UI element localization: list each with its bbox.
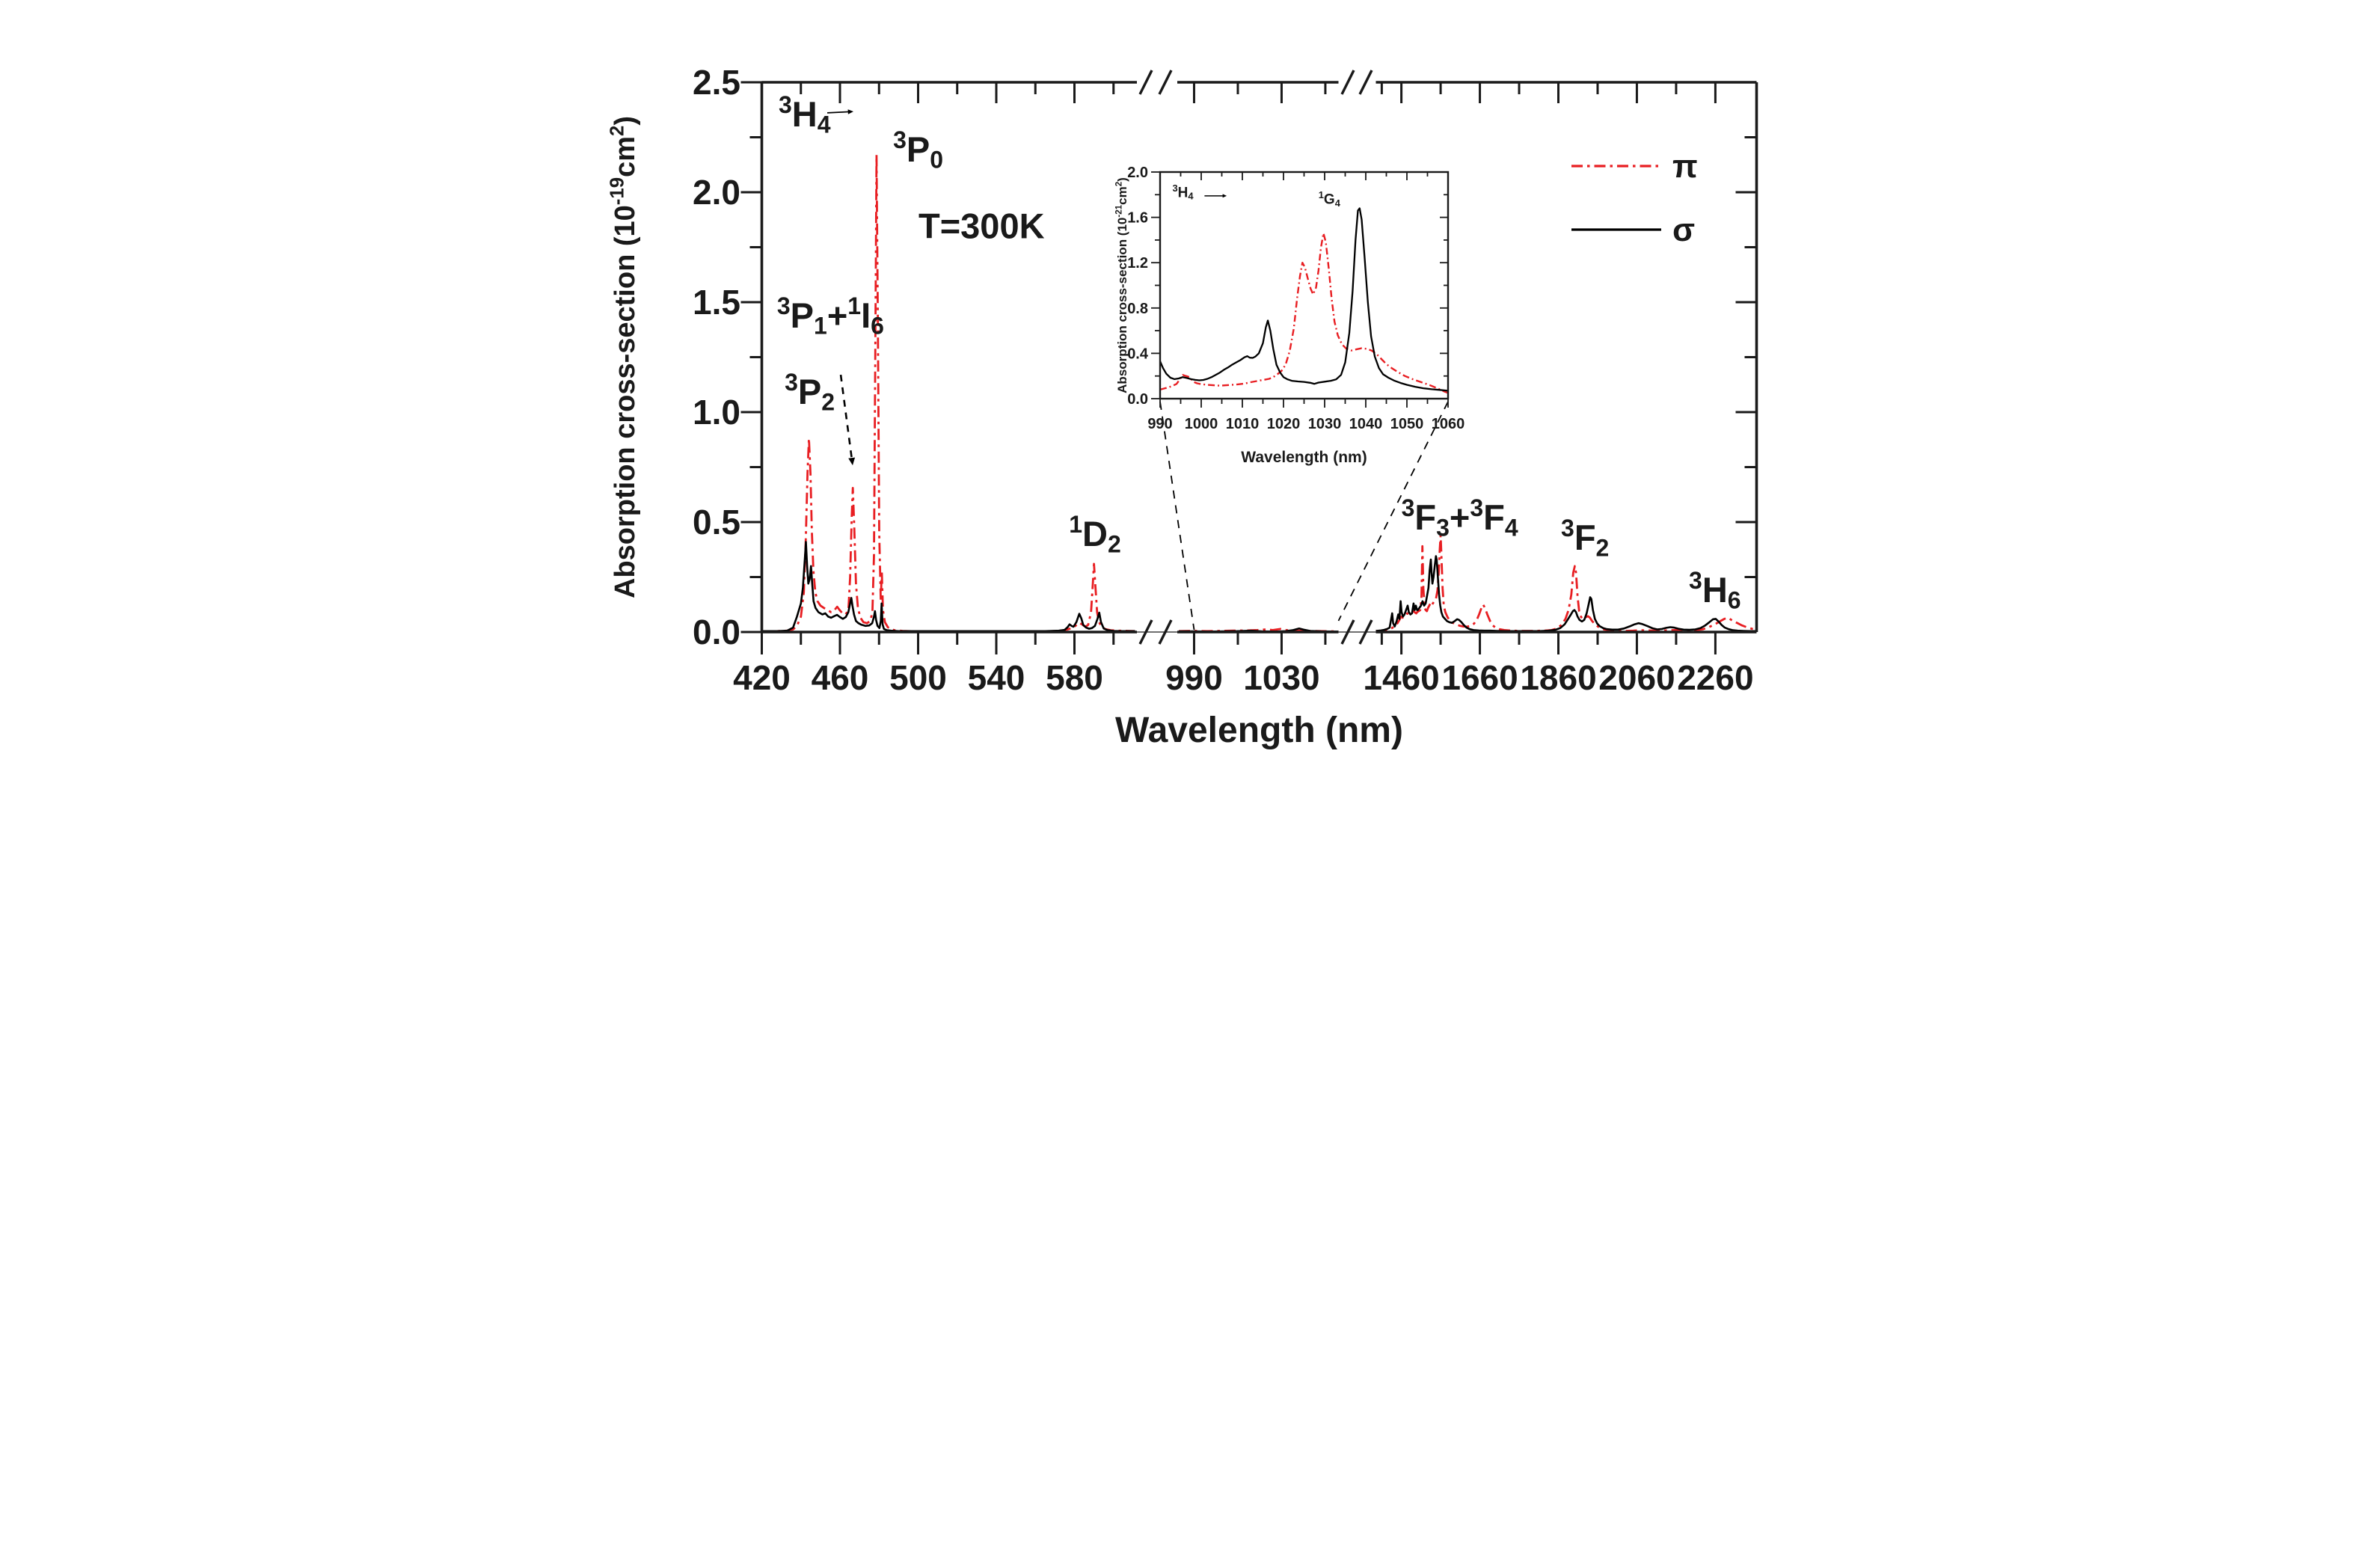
x-tick-label: 420 (733, 658, 791, 697)
legend-sigma-label: σ (1672, 212, 1695, 248)
x-tick-label: 540 (967, 658, 1025, 697)
inset-x-tick-label: 990 (1147, 416, 1172, 432)
axis-break-marks (1138, 70, 1373, 645)
inset-plot: 990 1000 1010 1020 1030 1040 1050 1060 0.0 0.4 0.8… (1114, 165, 1465, 466)
annotation-3P1-1I6: 3P1+1I6 (776, 292, 883, 339)
annotation-3F3-3F4: 3F3+3F4 (1401, 494, 1518, 541)
break-slash (1340, 70, 1355, 95)
inset-y-axis-label: Absorption cross-section (10-21cm2) (1114, 177, 1129, 393)
inset-x-tick-label: 1060 (1431, 416, 1465, 432)
inset-3H4-arrow-head (1222, 194, 1227, 198)
inset-y-tick-label: 2.0 (1127, 165, 1148, 181)
annotation-3H4: 3H4 (778, 91, 830, 138)
inset-y-tick-label: 1.6 (1127, 210, 1148, 227)
3H4-arrow-shaft (826, 111, 850, 114)
annotation-3F2: 3F2 (1561, 515, 1609, 561)
annotation-3P2: 3P2 (785, 369, 835, 415)
break-slash (1138, 619, 1153, 645)
annotation-3H6: 3H6 (1689, 567, 1741, 613)
x-tick-label: 2060 (1598, 658, 1675, 697)
annotation-T300K: T=300K (918, 206, 1045, 246)
x-tick-label: 580 (1046, 658, 1103, 697)
legend-pi-label: π (1672, 148, 1698, 185)
annotation-1D2: 1D2 (1069, 511, 1121, 557)
annotation-3P0: 3P0 (893, 126, 943, 173)
x-tick-label: 500 (889, 658, 947, 697)
y-tick-label: 1.0 (693, 393, 740, 432)
pi-curve-segment-0 (761, 153, 1135, 633)
inset-x-tick-label: 1040 (1349, 416, 1382, 432)
break-slash (1340, 619, 1355, 645)
y-tick-label: 0.0 (693, 613, 740, 651)
figure-root: 420 460 500 540 580 990 1030 1460 1660 1860 2060 22… (595, 0, 1785, 778)
break-slash (1358, 619, 1373, 645)
inset-y-tick-label: 0.4 (1127, 346, 1149, 362)
3H4-arrow-head (847, 109, 853, 114)
inset-background (1159, 172, 1448, 399)
break-slash (1157, 619, 1173, 645)
break-slash (1138, 70, 1153, 95)
inset-sigma-curve (1159, 207, 1448, 392)
x-tick-label: 2260 (1677, 658, 1753, 697)
main-annotations: 3H4 3P0 T=300K 3P1+1I6 3P2 1D2 3F3+3F4 3F2 3H6 (776, 91, 1740, 614)
inset-x-tick-label: 1030 (1307, 416, 1341, 432)
inset-x-tick-label: 1050 (1390, 416, 1423, 432)
inset-curves (1159, 207, 1448, 394)
main-tick-labels: 420 460 500 540 580 990 1030 1460 1660 1860 2060 22… (693, 63, 1754, 697)
x-tick-label: 1860 (1520, 658, 1596, 697)
x-tick-label: 460 (811, 658, 868, 697)
annotation-inset-1G4: 1G4 (1318, 189, 1340, 209)
x-tick-label: 1460 (1363, 658, 1439, 697)
inset-pi-curve (1159, 232, 1448, 394)
break-slash (1157, 70, 1173, 95)
x-tick-label: 990 (1165, 658, 1223, 697)
3P1-arrow-shaft (839, 374, 853, 461)
inset-y-tick-label: 0.8 (1127, 301, 1148, 317)
x-tick-label: 1660 (1441, 658, 1518, 697)
3P1-arrow-head (847, 457, 855, 466)
y-tick-label: 1.5 (693, 283, 740, 322)
legend: πσ (1571, 148, 1698, 248)
y-tick-label: 0.5 (693, 503, 740, 542)
inset-y-tick-label: 0.0 (1127, 391, 1148, 408)
x-tick-label: 1030 (1243, 658, 1319, 697)
inset-x-axis-label: Wavelength (nm) (1241, 449, 1367, 466)
inset-x-tick-label: 1000 (1184, 416, 1218, 432)
inset-connector-right (1337, 401, 1449, 622)
y-tick-label: 2.0 (693, 173, 740, 212)
x-axis-label: Wavelength (nm) (1115, 711, 1403, 750)
inset-x-tick-label: 1020 (1266, 416, 1300, 432)
annotation-inset-3H4: 3H4 (1172, 183, 1194, 202)
inset-x-tick-label: 1010 (1225, 416, 1259, 432)
main-ticks (740, 81, 1756, 654)
inset-ticks (1150, 171, 1449, 408)
inset-tick-labels: 990 1000 1010 1020 1030 1040 1050 1060 0.0 0.4 0.8… (1127, 165, 1465, 432)
break-slash (1358, 70, 1373, 95)
absorption-cross-section-figure: 420 460 500 540 580 990 1030 1460 1660 1860 2060 22… (595, 0, 1785, 778)
y-axis-label: Absorption cross-section (10-19cm2) (607, 116, 640, 598)
inset-annotations: 3H4 1G4 (1172, 183, 1340, 209)
y-tick-label: 2.5 (693, 63, 740, 102)
inset-connectors (1159, 401, 1449, 631)
sigma-curve-segment-0 (761, 541, 1135, 633)
inset-y-tick-label: 1.2 (1127, 255, 1148, 272)
